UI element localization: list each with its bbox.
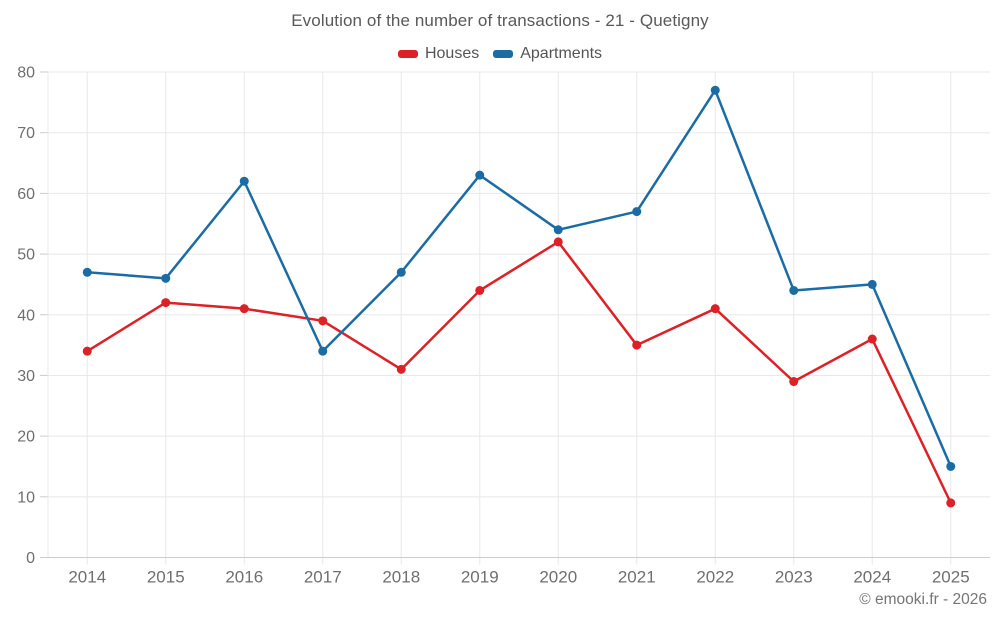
houses-data-point xyxy=(161,298,171,308)
y-axis-label: 30 xyxy=(17,368,35,385)
houses-data-point xyxy=(239,304,249,314)
x-axis-label: 2021 xyxy=(618,568,656,587)
legend-label-apartments: Apartments xyxy=(520,45,603,62)
houses-data-point xyxy=(82,346,92,356)
x-axis-label: 2025 xyxy=(932,568,970,587)
legend: Houses Apartments xyxy=(0,45,1000,63)
apartments-data-point xyxy=(161,273,171,283)
x-axis-label: 2017 xyxy=(304,568,342,587)
y-axis-label: 60 xyxy=(17,186,35,203)
x-axis-label: 2022 xyxy=(696,568,734,587)
apartments-data-point xyxy=(867,279,877,289)
apartments-data-point xyxy=(475,170,485,180)
apartments-series-line xyxy=(86,88,952,468)
x-axis-label: 2016 xyxy=(225,568,263,587)
x-axis-label: 2015 xyxy=(147,568,185,587)
apartments-data-point xyxy=(318,346,328,356)
y-axis-label: 70 xyxy=(17,125,35,142)
y-axis-label: 0 xyxy=(26,550,35,567)
copyright-notice: © emooki.fr - 2026 xyxy=(859,591,987,608)
houses-data-point xyxy=(396,364,406,374)
y-axis-label: 20 xyxy=(17,429,35,446)
chart-title: Evolution of the number of transactions … xyxy=(291,11,709,30)
apartments-data-point xyxy=(239,176,249,186)
apartments-data-point xyxy=(82,267,92,277)
y-axis-label: 40 xyxy=(17,307,35,324)
apartments-data-point xyxy=(553,225,563,235)
apartments-series-swatch xyxy=(493,50,514,58)
legend-label-houses: Houses xyxy=(424,45,480,62)
apartments-data-point xyxy=(789,285,799,295)
x-axis-label: 2020 xyxy=(539,568,577,587)
apartments-data-point xyxy=(710,85,720,95)
houses-series-swatch xyxy=(397,50,418,58)
x-axis-label: 2024 xyxy=(853,568,891,587)
houses-data-point xyxy=(318,316,328,326)
apartments-data-point xyxy=(396,267,406,277)
legend-item-apartments[interactable]: Apartments xyxy=(493,45,602,63)
y-axis-label: 50 xyxy=(17,247,35,264)
x-axis-label: 2018 xyxy=(382,568,420,587)
x-axis-label: 2014 xyxy=(68,568,106,587)
houses-data-point xyxy=(553,237,563,247)
houses-data-point xyxy=(710,304,720,314)
apartments-data-point xyxy=(946,461,956,471)
houses-data-point xyxy=(632,340,642,350)
x-axis-label: 2023 xyxy=(775,568,813,587)
x-axis-label: 2019 xyxy=(461,568,499,587)
y-axis-label: 80 xyxy=(17,65,35,82)
houses-data-point xyxy=(789,377,799,387)
houses-data-point xyxy=(946,498,956,508)
houses-series-line xyxy=(86,240,952,505)
y-axis-label: 10 xyxy=(17,489,35,506)
houses-data-point xyxy=(475,285,485,295)
legend-item-houses[interactable]: Houses xyxy=(397,45,480,63)
apartments-data-point xyxy=(632,207,642,217)
houses-data-point xyxy=(867,334,877,344)
